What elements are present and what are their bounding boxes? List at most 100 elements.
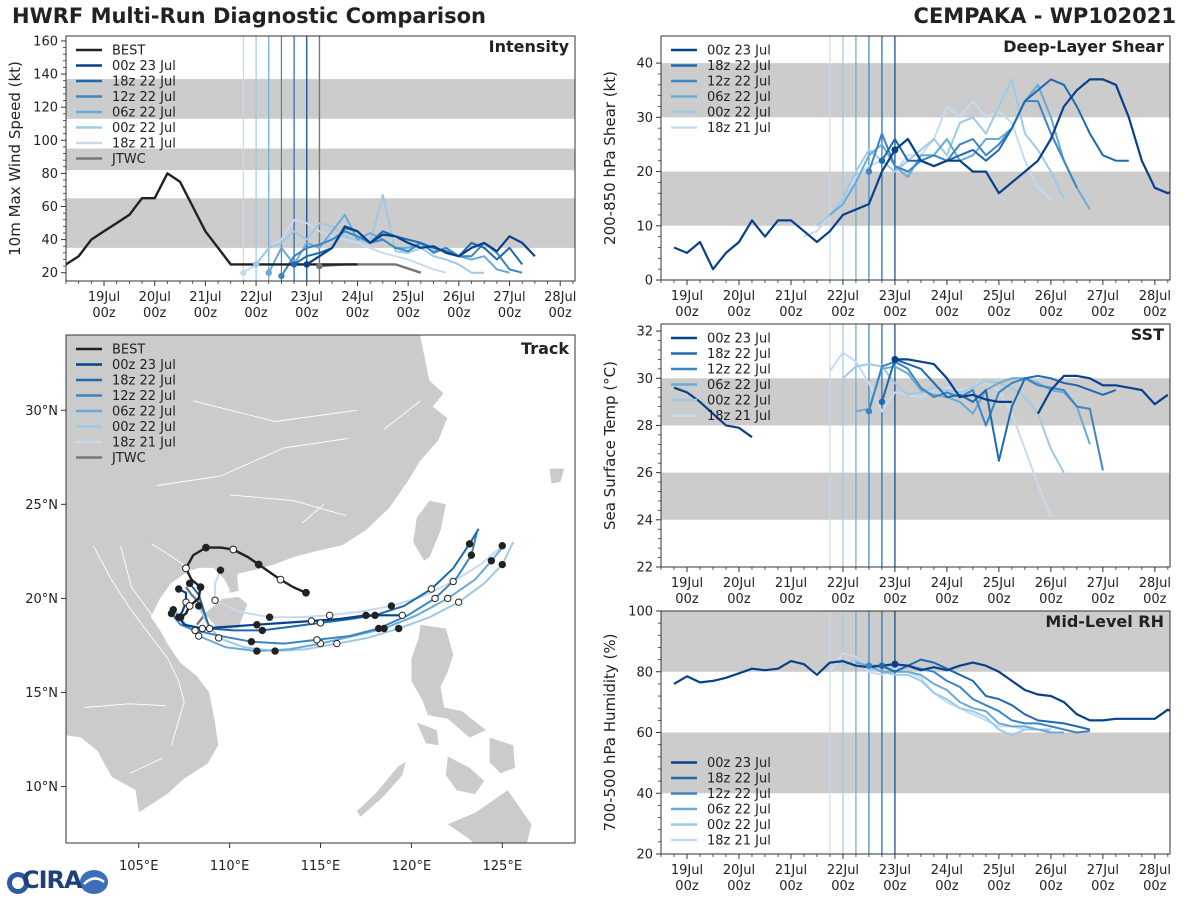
track-marker (498, 542, 506, 550)
x-tick-label-day: 23Jul (291, 290, 323, 305)
x-tick-label-hour: 00z (396, 306, 420, 321)
cira-logo-text: CIRA (22, 866, 83, 894)
x-tick-label-day: 27Jul (1087, 289, 1119, 304)
y-tick-label: 20 (41, 266, 58, 281)
series-line (242, 218, 447, 274)
legend-label: 06z 22 Jul (707, 90, 771, 105)
land-hainan (203, 596, 249, 631)
track-marker (276, 575, 285, 584)
y-tick-label: 80 (636, 665, 653, 680)
x-tick-label-day: 26Jul (1035, 576, 1067, 591)
x-tick-label-day: 23Jul (879, 863, 911, 878)
x-tick-label-hour: 00z (727, 879, 751, 894)
x-tick-label-hour: 00z (987, 592, 1011, 607)
x-tick-label-day: 24Jul (341, 290, 373, 305)
init-marker (891, 355, 899, 363)
legend-label: 18z 22 Jul (112, 374, 176, 389)
y-tick-label: 40 (41, 233, 58, 248)
x-tick-label-hour: 00z (1039, 879, 1063, 894)
admin-border (92, 545, 185, 746)
legend-label: BEST (112, 44, 145, 59)
legend-label: 18z 21 Jul (707, 121, 771, 136)
x-tick-label-hour: 00z (244, 306, 268, 321)
y-tick-label: 120 (33, 101, 58, 116)
chart-intensity: 2040608010012014016019Jul00z20Jul00z21Ju… (6, 34, 576, 321)
x-tick-label-day: 20Jul (723, 576, 755, 591)
admin-border (383, 400, 421, 430)
init-marker (865, 408, 873, 415)
x-tick-label-day: 22Jul (827, 863, 859, 878)
legend-label: 12z 22 Jul (707, 363, 771, 378)
track-marker (176, 613, 185, 622)
track-line (197, 541, 515, 653)
x-tick-label: 110°E (210, 859, 250, 874)
track-marker (202, 543, 210, 552)
land-visayas (445, 756, 485, 795)
series-line (280, 230, 523, 277)
track-marker (362, 611, 370, 620)
x-tick-label-hour: 00z (1143, 305, 1167, 320)
track-marker (316, 619, 325, 627)
x-tick-label-hour: 00z (935, 305, 959, 320)
y-tick-label: 32 (636, 325, 653, 340)
admin-border (193, 400, 357, 422)
panel-title: Track (521, 339, 569, 358)
panel-title: SST (1131, 325, 1164, 344)
legend-label: 12z 22 Jul (112, 389, 176, 404)
y-tick-label: 20 (636, 848, 653, 863)
x-tick-label-hour: 00z (883, 879, 907, 894)
y-tick-label: 25°N (25, 498, 58, 513)
x-tick-label-hour: 00z (346, 306, 370, 321)
x-tick-label-hour: 00z (727, 305, 751, 320)
track-marker (387, 602, 396, 610)
x-tick-label-hour: 00z (92, 306, 116, 321)
y-tick-label: 20 (636, 165, 653, 180)
legend-label: 06z 22 Jul (112, 405, 176, 420)
track-marker (196, 583, 205, 592)
legend-label: 18z 22 Jul (112, 75, 176, 90)
x-tick-label-day: 25Jul (983, 289, 1015, 304)
track-marker (313, 636, 321, 644)
land-mindoro (416, 722, 439, 746)
admin-border (84, 703, 167, 708)
y-tick-label: 26 (636, 466, 653, 481)
series-line (867, 360, 1104, 471)
shaded-band (66, 148, 575, 171)
x-tick-label-day: 20Jul (723, 289, 755, 304)
track-marker (211, 596, 219, 604)
track-marker (175, 585, 183, 593)
x-tick-label-hour: 00z (675, 879, 699, 894)
x-tick-label-day: 22Jul (827, 576, 859, 591)
track-marker (487, 557, 496, 565)
axes-frame (660, 35, 1171, 281)
admin-border (156, 438, 348, 486)
init-marker (252, 261, 260, 268)
x-tick-label-hour: 00z (935, 879, 959, 894)
x-tick-label-day: 26Jul (1035, 289, 1067, 304)
x-tick-label-day: 21Jul (775, 289, 807, 304)
x-tick-label-day: 23Jul (879, 289, 911, 304)
storm-title: CEMPAKA - WP102021 (913, 4, 1176, 28)
x-tick-label-hour: 00z (831, 592, 855, 607)
legend-label: 00z 23 Jul (707, 332, 771, 347)
y-axis-label: Sea Surface Temp (°C) (601, 361, 619, 530)
legend-label: 18z 21 Jul (112, 436, 176, 451)
track-marker (333, 639, 341, 648)
track-marker (498, 560, 506, 569)
y-tick-label: 140 (33, 68, 58, 83)
legend-label: 00z 22 Jul (112, 420, 176, 435)
legend-label: 18z 22 Jul (707, 772, 771, 787)
x-tick-label-hour: 00z (1143, 592, 1167, 607)
land-palawan (356, 762, 406, 817)
x-tick-label-day: 26Jul (1035, 863, 1067, 878)
y-tick-label: 15°N (25, 686, 58, 701)
y-tick-label: 160 (33, 34, 58, 49)
series-line (673, 78, 1170, 271)
x-tick-label-hour: 00z (1091, 305, 1115, 320)
chart-track: 105°E 110°E 115°E 120°E 125°E 10°N 15°N 20°N 25°… (25, 334, 576, 874)
page-title: HWRF Multi-Run Diagnostic Comparison (12, 4, 487, 28)
x-tick-label-day: 23Jul (879, 576, 911, 591)
track-marker (307, 617, 316, 625)
shaded-band (66, 79, 575, 119)
